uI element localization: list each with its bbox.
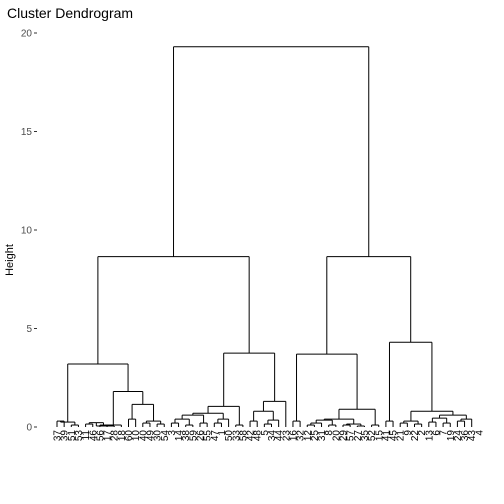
leaf-label: 60 — [124, 430, 135, 442]
leaf-label: 21 — [396, 430, 407, 442]
leaf-label: 16 — [288, 430, 299, 442]
y-tick-label: 20 — [21, 29, 33, 40]
chart-title: Cluster Dendrogram — [7, 5, 133, 21]
leaf-label: 31 — [317, 430, 328, 442]
leaf-label: 41 — [381, 430, 392, 442]
leaf-label: 38 — [181, 430, 192, 442]
leaf-label: 26 — [196, 430, 207, 442]
leaf-label: 18 — [117, 430, 128, 442]
leaf-label: 45 — [389, 430, 400, 442]
leaf-label: 47 — [210, 430, 221, 442]
leaf-label: 56 — [95, 430, 106, 442]
leaf-label: 29 — [339, 430, 350, 442]
leaf-label: 32 — [296, 430, 307, 442]
leaf-label: 27 — [353, 430, 364, 442]
leaf-label: 20 — [331, 430, 342, 442]
leaf-label: 17 — [103, 430, 114, 442]
y-tick-label: 15 — [21, 127, 33, 138]
leaf-label: 44 — [274, 430, 285, 442]
leaf-label: 57 — [346, 430, 357, 442]
y-axis: 0 5 10 15 20 — [21, 29, 37, 434]
leaf-label: 58 — [238, 430, 249, 442]
leaf-label: 36 — [460, 430, 471, 442]
y-axis-label: Height — [4, 244, 16, 276]
leaf-label: 35 — [360, 430, 371, 442]
leaf-label: 10 — [131, 430, 142, 442]
leaf-label: 14 — [174, 430, 185, 442]
leaf-label: 25 — [310, 430, 321, 442]
leaf-label: 48 — [253, 430, 264, 442]
leaf-label: 22 — [410, 430, 421, 442]
leaf-label: 42 — [246, 430, 257, 442]
leaf-label: 51 — [67, 430, 78, 442]
leaf-label: 54 — [160, 430, 171, 442]
leaf-label: 8 — [324, 430, 335, 436]
leaf-label: 23 — [281, 430, 292, 442]
leaf-label: 24 — [453, 430, 464, 442]
leaf-label: 12 — [303, 430, 314, 442]
leaf-label: 4 — [474, 430, 485, 436]
leaf-label: 46 — [88, 430, 99, 442]
y-tick-label: 10 — [21, 226, 33, 237]
leaf-label: 43 — [467, 430, 478, 442]
leaf-label: 52 — [367, 430, 378, 442]
leaf-label: 34 — [267, 430, 278, 442]
leaf-label: 50 — [224, 430, 235, 442]
leaf-label: 59 — [188, 430, 199, 442]
leaf-label: 28 — [110, 430, 121, 442]
y-tick-label: 0 — [26, 423, 32, 434]
y-tick-label: 5 — [26, 324, 32, 335]
leaf-label: 5 — [260, 430, 271, 436]
leaf-label: 11 — [81, 430, 92, 441]
leaf-label: 55 — [203, 430, 214, 442]
leaf-label: 33 — [231, 430, 242, 442]
leaf-label: 13 — [424, 430, 435, 442]
leaf-label: 9 — [403, 430, 414, 436]
leaf-label: 39 — [60, 430, 71, 442]
leaf-labels: 3739515311465617281860104049305431438592… — [53, 430, 486, 442]
leaf-label: 6 — [431, 430, 442, 436]
leaf-label: 40 — [138, 430, 149, 442]
leaf-label: 30 — [153, 430, 164, 442]
leaf-label: 19 — [446, 430, 457, 442]
leaf-label: 37 — [53, 430, 64, 442]
leaf-label: 15 — [374, 430, 385, 442]
leaf-label: 2 — [417, 430, 428, 436]
leaf-label: 1 — [217, 430, 228, 436]
leaf-label: 53 — [74, 430, 85, 442]
leaf-label: 7 — [439, 430, 450, 436]
leaf-label: 49 — [145, 430, 156, 442]
dendrogram-branches — [56, 46, 473, 427]
leaf-label: 3 — [167, 430, 178, 436]
